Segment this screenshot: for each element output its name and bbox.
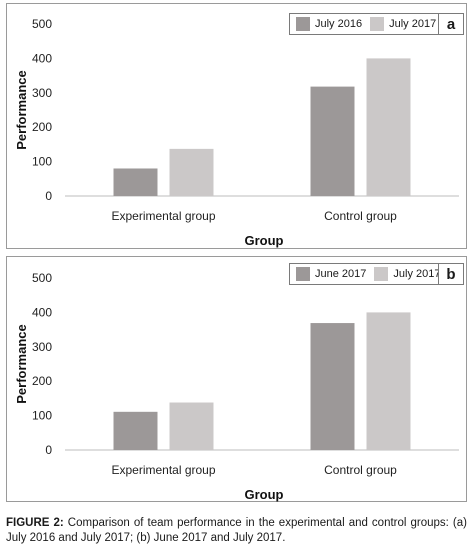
bar-b-0-0 [113, 411, 158, 450]
x-tick-label-a-1: Control group [324, 209, 397, 223]
x-axis-title-b: Group [245, 487, 284, 502]
y-tick-label-a-5: 500 [32, 17, 52, 31]
x-tick-label-a-0: Experimental group [111, 209, 215, 223]
legend-swatch-a-1 [296, 17, 310, 31]
legend-swatch-b-1 [296, 267, 310, 281]
x-tick-label-b-1: Control group [324, 463, 397, 477]
y-tick-label-a-3: 300 [32, 86, 52, 100]
y-tick-label-b-2: 200 [32, 374, 52, 388]
bar-a-1-1 [366, 58, 411, 197]
panel-label-a: a [438, 13, 464, 35]
panel-label-b: b [438, 263, 464, 285]
y-tick-label-b-4: 400 [32, 305, 52, 319]
y-tick-label-a-2: 200 [32, 120, 52, 134]
y-axis-title-a: Performance [14, 70, 29, 149]
legend-swatch-b-2 [374, 267, 389, 281]
bar-a-0-0 [113, 168, 158, 196]
x-axis-title-a: Group [245, 233, 284, 248]
legend-a: July 2016 July 2017 [289, 13, 444, 35]
bar-b-1-0 [310, 323, 355, 450]
figure-label: FIGURE 2: [6, 517, 64, 529]
legend-b: June 2017 July 2017 [289, 263, 448, 285]
bar-b-0-1 [169, 402, 214, 450]
legend-item-a-2: July 2017 [370, 17, 436, 31]
legend-item-b-1: June 2017 [296, 267, 366, 281]
x-tick-label-b-0: Experimental group [111, 463, 215, 477]
bar-chart-b: 0 100 200 300 400 500 Experimental group Contro… [14, 271, 459, 502]
y-tick-label-b-0: 0 [45, 443, 52, 457]
y-tick-label-b-5: 500 [32, 271, 52, 285]
legend-label-b-1: June 2017 [315, 268, 367, 280]
chart-panel-b: 0 100 200 300 400 500 Experimental group Contro… [6, 256, 467, 502]
y-tick-label-b-3: 300 [32, 340, 52, 354]
legend-label-a-2: July 2017 [389, 18, 437, 30]
legend-swatch-a-2 [370, 17, 385, 31]
y-tick-label-a-0: 0 [45, 189, 52, 203]
figure-caption: FIGURE 2: Comparison of team performance… [6, 516, 467, 546]
legend-label-b-2: July 2017 [393, 268, 441, 280]
bar-b-1-1 [366, 312, 411, 450]
chart-panel-a: 0 100 200 300 400 500 Experimental group Contro… [6, 3, 467, 249]
bar-chart-a: 0 100 200 300 400 500 Experimental group Contro… [14, 17, 459, 248]
y-axis-title-b: Performance [14, 324, 29, 403]
y-tick-label-a-4: 400 [32, 51, 52, 65]
y-tick-label-a-1: 100 [32, 155, 52, 169]
legend-item-b-2: July 2017 [374, 267, 440, 281]
y-tick-label-b-1: 100 [32, 409, 52, 423]
legend-label-a-1: July 2016 [315, 18, 363, 30]
caption-text: Comparison of team performance in the ex… [6, 517, 467, 544]
legend-item-a-1: July 2016 [296, 17, 362, 31]
bar-a-0-1 [169, 148, 214, 196]
bar-a-1-0 [310, 86, 355, 196]
